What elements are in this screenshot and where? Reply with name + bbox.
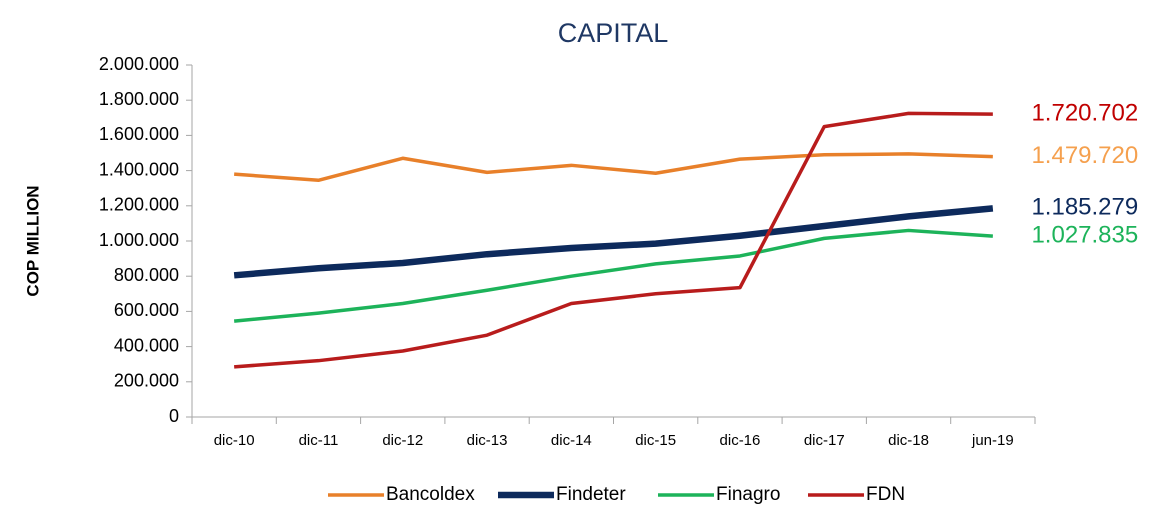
- y-tick-label: 1.600.000: [99, 124, 179, 144]
- x-tick-label: dic-13: [467, 432, 508, 449]
- legend-label: Bancoldex: [386, 484, 475, 505]
- y-tick-label: 600.000: [114, 300, 179, 320]
- legend-label: Findeter: [556, 484, 626, 505]
- y-tick-label: 2.000.000: [99, 54, 179, 74]
- legend-label: Finagro: [716, 484, 780, 505]
- y-axis-label: COP MILLION: [23, 185, 42, 296]
- y-tick-label: 1.000.000: [99, 230, 179, 250]
- y-tick-label: 1.200.000: [99, 195, 179, 215]
- series-line: [233, 205, 994, 279]
- y-tick-label: 1.400.000: [99, 159, 179, 179]
- x-tick-label: dic-15: [635, 432, 676, 449]
- x-tick-label: dic-17: [804, 432, 845, 449]
- series-line: [233, 228, 993, 323]
- x-tick-label: jun-19: [971, 432, 1014, 449]
- value-label: 1.479.720: [1031, 142, 1138, 169]
- chart-title: CAPITAL: [558, 18, 669, 48]
- y-tick-label: 200.000: [114, 371, 179, 391]
- value-label: 1.185.279: [1031, 194, 1138, 221]
- x-tick-label: dic-11: [299, 432, 339, 449]
- x-tick-label: dic-10: [214, 432, 255, 449]
- y-tick-label: 800.000: [114, 265, 179, 285]
- x-tick-label: dic-12: [382, 432, 423, 449]
- x-tick-label: dic-18: [888, 432, 929, 449]
- series-line: [234, 111, 993, 369]
- value-label: 1.027.835: [1031, 221, 1138, 248]
- legend-label: FDN: [866, 484, 905, 505]
- value-label: 1.720.702: [1031, 100, 1138, 127]
- x-tick-label: dic-16: [720, 432, 761, 449]
- y-tick-label: 1.800.000: [99, 89, 179, 109]
- x-tick-label: dic-14: [551, 432, 592, 449]
- series-line: [234, 152, 993, 183]
- y-tick-label: 0: [169, 406, 179, 426]
- y-tick-label: 400.000: [114, 335, 179, 355]
